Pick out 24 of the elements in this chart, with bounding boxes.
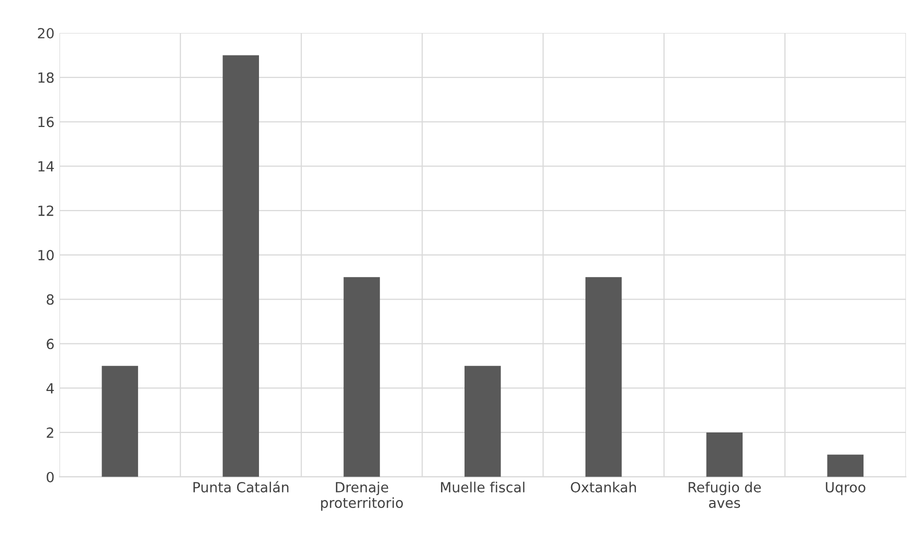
x-tick-label: Punta Catalán bbox=[193, 481, 288, 492]
x-tick-label: Oxtankah bbox=[570, 482, 636, 492]
bar bbox=[464, 366, 501, 477]
y-tick-label: 4 bbox=[46, 383, 54, 394]
bar bbox=[585, 277, 622, 477]
y-tick-label: 0 bbox=[46, 472, 54, 482]
x-tick-label: Refugio de aves bbox=[688, 482, 761, 508]
x-tick-label: Drenaje proterritorio bbox=[321, 482, 403, 511]
bar bbox=[827, 454, 864, 477]
y-tick-label: 16 bbox=[38, 116, 54, 128]
bar bbox=[344, 277, 380, 477]
y-tick-label: 20 bbox=[38, 28, 54, 38]
bar bbox=[102, 366, 138, 477]
y-tick-label: 10 bbox=[38, 250, 54, 260]
y-tick-label: 8 bbox=[46, 294, 54, 305]
bar bbox=[222, 55, 259, 477]
y-tick-label: 18 bbox=[38, 72, 54, 83]
y-tick-label: 2 bbox=[46, 427, 54, 438]
y-tick-label: 14 bbox=[38, 161, 54, 172]
y-tick-label: 6 bbox=[46, 338, 54, 350]
y-tick-label: 12 bbox=[38, 206, 54, 216]
x-tick-label: Uqroo bbox=[826, 482, 866, 496]
x-tick-label: Muelle fiscal bbox=[441, 482, 524, 492]
bar bbox=[706, 432, 743, 477]
